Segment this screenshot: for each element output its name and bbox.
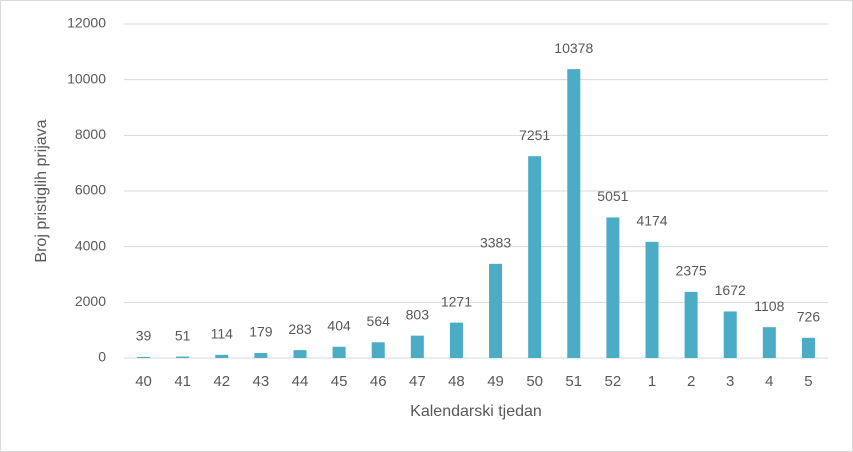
value-label: 803 [406,306,430,322]
x-tick-label: 41 [174,373,191,390]
value-label: 404 [327,317,351,333]
y-tick-label: 12000 [67,15,106,31]
y-tick-label: 6000 [75,182,106,198]
bar [254,353,268,358]
x-tick-label: 46 [370,373,387,390]
bar [645,241,659,358]
x-tick-label: 4 [765,373,773,390]
bar [215,354,229,358]
x-tick-label: 45 [331,373,348,390]
y-axis-label: Broj pristiglih prijava [33,119,50,262]
x-tick-label: 40 [135,373,152,390]
bar [332,346,346,358]
bar [567,69,581,359]
value-label: 3383 [480,235,511,251]
x-axis-label: Kalendarski tjedan [410,403,542,420]
value-label: 5051 [597,188,628,204]
value-label: 564 [367,313,391,329]
x-tick-label: 42 [213,373,230,390]
y-tick-label: 4000 [75,237,106,253]
x-tick-label: 50 [526,373,543,390]
x-tick-label: 49 [487,373,504,390]
x-tick-label: 52 [605,373,622,390]
y-tick-label: 0 [98,349,106,365]
value-label: 39 [136,328,152,344]
bar [606,217,620,358]
x-tick-label: 44 [292,373,309,390]
value-label: 1271 [441,293,472,309]
x-tick-label: 1 [648,373,656,390]
value-label: 726 [797,308,821,324]
value-label: 179 [249,324,273,340]
x-tick-label: 3 [726,373,734,390]
value-label: 1108 [754,298,784,314]
bar [176,356,190,358]
bar [723,311,737,358]
bar [449,322,463,358]
value-label: 114 [211,326,234,342]
bar [489,263,503,358]
bar [137,356,151,358]
value-label: 7251 [519,127,550,143]
value-label: 51 [175,327,191,343]
bar [293,350,307,358]
value-label: 10378 [554,40,593,56]
x-tick-label: 2 [687,373,695,390]
y-tick-label: 2000 [75,293,106,309]
value-label: 4174 [636,213,667,229]
x-tick-label: 5 [804,373,812,390]
value-label: 2375 [676,263,707,279]
value-label: 1672 [715,282,746,298]
value-label: 283 [288,321,312,337]
bar [801,337,815,358]
bar [371,342,385,358]
x-tick-label: 47 [409,373,426,390]
bar [410,335,424,358]
bar [684,291,698,358]
x-tick-label: 43 [253,373,270,390]
x-tick-label: 48 [448,373,465,390]
y-tick-label: 8000 [75,126,106,142]
x-tick-label: 51 [565,373,582,390]
bar [762,327,776,358]
y-tick-label: 10000 [67,70,106,86]
bar [528,156,542,358]
